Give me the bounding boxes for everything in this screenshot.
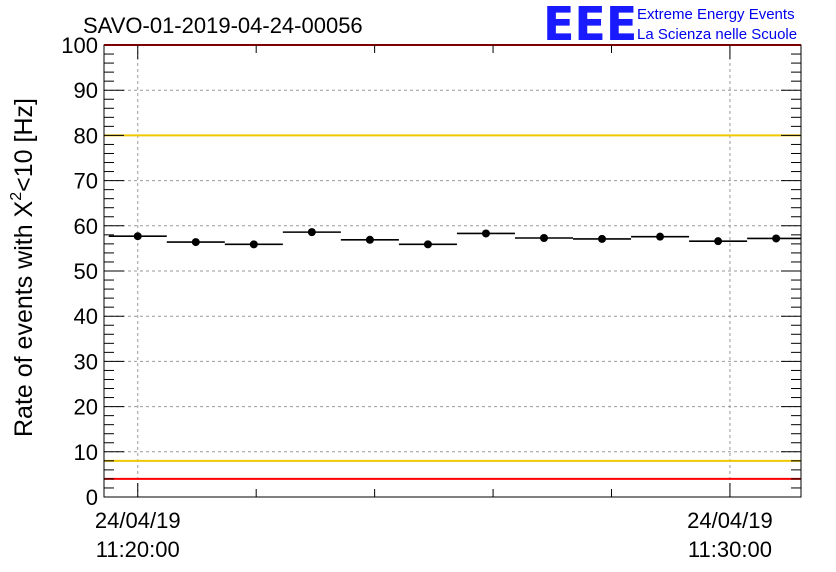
x-tick-date: 24/04/19 bbox=[95, 508, 181, 533]
reference-lines bbox=[104, 44, 801, 480]
data-series bbox=[108, 228, 801, 249]
y-tick-label: 0 bbox=[86, 485, 98, 510]
data-point bbox=[539, 234, 548, 243]
eee-logo-mark: EEE bbox=[543, 0, 637, 51]
y-tick-label: 60 bbox=[74, 214, 98, 239]
x-tick-labels: 24/04/19 11:20:00 24/04/19 11:30:00 bbox=[95, 508, 773, 562]
data-point bbox=[191, 238, 200, 247]
y-tick-label: 30 bbox=[74, 349, 98, 374]
data-point bbox=[481, 229, 490, 238]
data-point bbox=[423, 240, 432, 249]
y-axis-label: Rate of events with X2<10 [Hz] bbox=[8, 98, 38, 437]
x-tick-time: 11:20:00 bbox=[96, 537, 180, 562]
y-tick-labels: 0 10 20 30 40 50 60 70 80 90 100 bbox=[61, 33, 98, 510]
eee-logo-line2: La Scienza nelle Scuole bbox=[637, 26, 797, 43]
y-tick-label: 50 bbox=[74, 259, 98, 284]
data-point bbox=[772, 234, 781, 243]
y-tick-label: 20 bbox=[74, 395, 98, 420]
data-point bbox=[714, 237, 723, 246]
axis-ticks bbox=[104, 44, 801, 498]
grid-lines bbox=[104, 45, 801, 497]
chart-title: SAVO-01-2019-04-24-00056 bbox=[83, 13, 363, 38]
y-tick-label: 100 bbox=[61, 33, 98, 58]
data-point bbox=[656, 232, 665, 241]
eee-logo-line1: Extreme Energy Events bbox=[637, 6, 795, 23]
data-point bbox=[365, 235, 374, 244]
data-point bbox=[598, 234, 607, 243]
eee-logo: EEE Extreme Energy Events La Scienza nel… bbox=[543, 0, 797, 51]
y-tick-label: 10 bbox=[74, 440, 98, 465]
x-tick-date: 24/04/19 bbox=[687, 508, 773, 533]
y-tick-label: 70 bbox=[74, 169, 98, 194]
data-point bbox=[249, 240, 258, 249]
data-point bbox=[307, 228, 316, 237]
x-tick-time: 11:30:00 bbox=[688, 537, 772, 562]
data-point bbox=[133, 232, 142, 241]
y-tick-label: 40 bbox=[74, 304, 98, 329]
y-tick-label: 90 bbox=[74, 78, 98, 103]
y-tick-label: 80 bbox=[74, 123, 98, 148]
